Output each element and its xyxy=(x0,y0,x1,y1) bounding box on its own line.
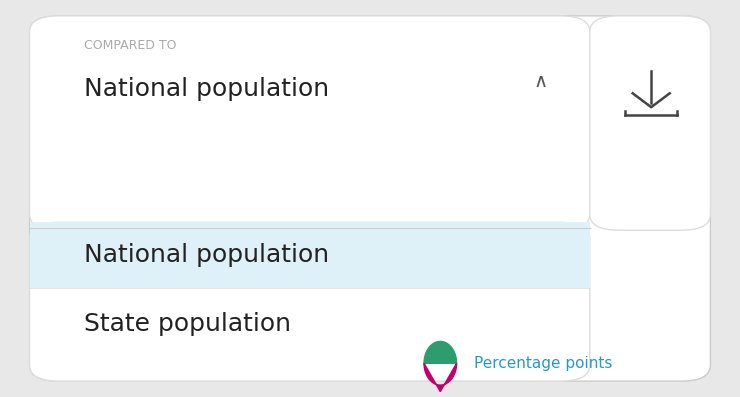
Text: National population: National population xyxy=(84,77,329,101)
Text: National population: National population xyxy=(84,243,329,267)
Text: Percentage points: Percentage points xyxy=(474,356,612,371)
FancyBboxPatch shape xyxy=(30,16,710,381)
FancyBboxPatch shape xyxy=(30,222,590,381)
Polygon shape xyxy=(424,341,457,363)
Bar xyxy=(30,222,590,288)
Polygon shape xyxy=(424,363,457,391)
Text: COMPARED TO: COMPARED TO xyxy=(84,39,176,52)
Text: State population: State population xyxy=(84,312,291,335)
Text: ∧: ∧ xyxy=(533,72,548,91)
FancyBboxPatch shape xyxy=(30,16,590,230)
FancyBboxPatch shape xyxy=(590,16,710,230)
